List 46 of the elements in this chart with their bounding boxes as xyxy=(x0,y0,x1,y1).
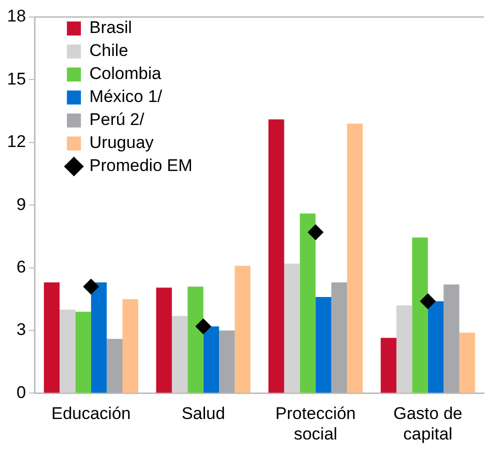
bar xyxy=(122,299,138,393)
y-tick-label: 12 xyxy=(6,132,26,152)
point xyxy=(195,318,212,334)
legend-label: Perú 2/ xyxy=(89,110,144,130)
y-tick-label: 18 xyxy=(6,6,26,26)
x-tick-label: Gasto de capital xyxy=(393,404,462,444)
bar xyxy=(380,338,396,393)
legend-label: Uruguay xyxy=(89,133,154,152)
y-tick-label: 3 xyxy=(16,320,26,340)
bar xyxy=(156,288,172,393)
y-tick-label: 0 xyxy=(16,382,26,402)
bar xyxy=(428,301,444,393)
bar xyxy=(316,297,332,393)
x-tick-label: Salud xyxy=(182,404,226,424)
bar xyxy=(300,213,316,393)
x-tick-label: Educación xyxy=(51,404,131,424)
bar xyxy=(284,264,300,393)
bar xyxy=(459,332,476,393)
legend-label: Colombia xyxy=(89,64,162,84)
bar xyxy=(219,330,235,393)
bar xyxy=(75,312,92,393)
point xyxy=(420,293,436,310)
bar xyxy=(60,310,76,393)
bar xyxy=(444,284,460,393)
bar xyxy=(106,338,122,393)
bar xyxy=(396,305,412,393)
y-tick-label: 9 xyxy=(16,194,26,214)
bar xyxy=(91,282,107,393)
bar xyxy=(203,326,220,393)
bar xyxy=(412,237,428,393)
legend-label: Promedio EM xyxy=(89,156,192,176)
legend-label: México 1/ xyxy=(89,87,162,106)
bar xyxy=(172,316,188,393)
x-tick-label: Protección social xyxy=(275,404,356,444)
bar xyxy=(347,124,363,393)
bar xyxy=(331,282,348,393)
bar xyxy=(188,286,204,393)
point xyxy=(83,278,100,295)
bar xyxy=(234,266,250,393)
bar xyxy=(44,282,60,393)
legend-label: Chile xyxy=(89,41,128,60)
y-tick-label: 6 xyxy=(16,257,26,276)
bar xyxy=(268,119,284,393)
legend-label: Brasil xyxy=(89,18,132,38)
point xyxy=(308,224,324,240)
y-tick-label: 15 xyxy=(6,69,26,88)
